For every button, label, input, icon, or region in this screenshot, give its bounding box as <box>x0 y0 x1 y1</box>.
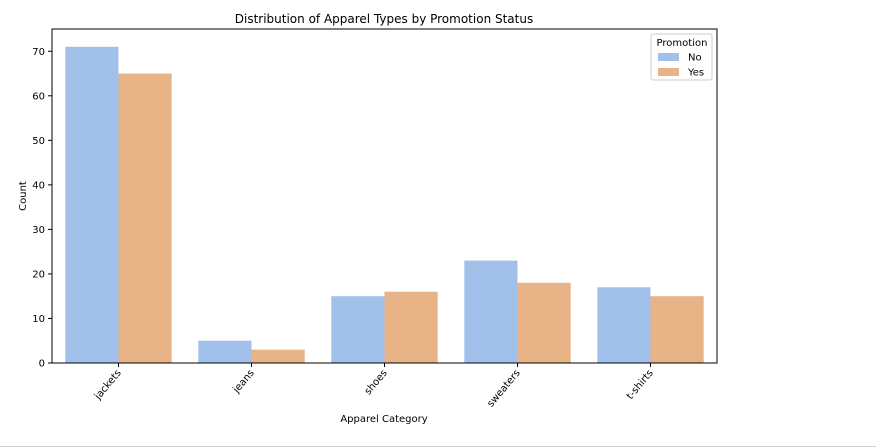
bar-t-shirts-yes <box>650 296 704 363</box>
y-tick-label: 60 <box>32 91 45 102</box>
bar-shoes-yes <box>384 291 438 363</box>
legend-label-yes: Yes <box>687 68 704 79</box>
x-tick-label: jeans <box>231 368 257 396</box>
plot-frame <box>51 28 718 364</box>
x-tick-label: shoes <box>363 368 390 397</box>
bar-jeans-no <box>198 340 252 363</box>
plot-area: jackets jeans shoes sweaters t-shirts 0 10 20 30… <box>32 46 704 410</box>
legend-label-no: No <box>688 53 702 64</box>
bar-jackets-yes <box>118 73 172 364</box>
bar-sweaters-no <box>464 260 518 363</box>
y-tick-label: 30 <box>32 225 45 236</box>
bar-t-shirts-no <box>597 287 651 363</box>
legend-swatch-no <box>658 53 679 61</box>
x-tick-label: t-shirts <box>625 368 656 402</box>
legend: Promotion No Yes <box>650 33 713 81</box>
y-tick-label: 20 <box>32 269 45 280</box>
y-tick-label: 0 <box>39 359 45 370</box>
page-divider <box>0 446 876 447</box>
y-tick-label: 70 <box>32 47 45 58</box>
bar-shoes-no <box>331 296 385 363</box>
x-tick-label: sweaters <box>485 368 522 410</box>
y-tick-label: 10 <box>32 314 45 325</box>
x-tick-label: jackets <box>92 368 124 403</box>
y-tick-label: 50 <box>32 136 45 147</box>
bar-sweaters-yes <box>517 282 571 363</box>
x-axis-label: Apparel Category <box>340 414 427 425</box>
chart-title: Distribution of Apparel Types by Promoti… <box>235 12 533 26</box>
legend-title: Promotion <box>657 38 708 49</box>
legend-swatch-yes <box>658 68 679 76</box>
bar-jackets-no <box>65 46 119 364</box>
y-axis-label: Count <box>18 181 29 211</box>
y-tick-label: 40 <box>32 180 45 191</box>
bar-jeans-yes <box>251 349 305 363</box>
